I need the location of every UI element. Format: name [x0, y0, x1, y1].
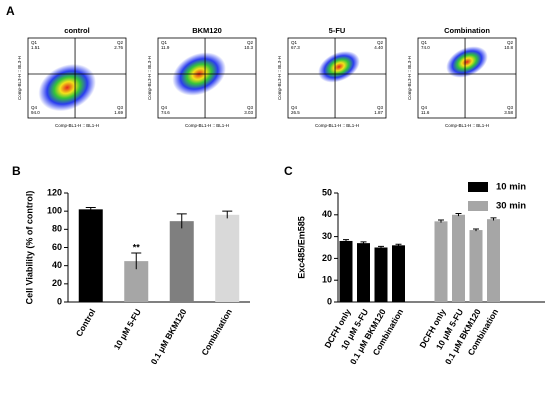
error-bar: [85, 207, 96, 212]
bar: [374, 247, 388, 302]
quadrant-value: 1.51: [31, 45, 40, 50]
bar: [357, 243, 370, 302]
plot-title: control: [64, 26, 89, 35]
y-axis-label: Comp-BL3-H :: BL3-H: [17, 56, 22, 100]
density-cloud: [38, 63, 96, 112]
quadrant-value: 10.8: [504, 45, 513, 50]
x-tick-label: Control: [74, 307, 98, 338]
bar: [339, 240, 353, 302]
y-axis-label: Comp-BL3-H :: BL3-H: [147, 56, 152, 100]
x-tick-label: Combination: [199, 307, 234, 357]
x-tick-label: 0.1 μM BKM120: [149, 307, 189, 366]
bar: [434, 221, 448, 302]
x-axis-label: Comp-BL1-H :: BL1-H: [445, 123, 489, 128]
bar: [469, 230, 483, 302]
y-tick-label: 0: [57, 296, 62, 306]
y-tick-label: 50: [322, 187, 332, 197]
quadrant-name: Q3: [247, 105, 254, 110]
quadrant-name: Q4: [161, 105, 168, 110]
bar: [169, 221, 194, 302]
y-tick-label: 60: [52, 242, 62, 252]
quadrant-value: 11.6: [421, 110, 430, 115]
quadrant-name: Q2: [247, 40, 254, 45]
error-bar: [438, 219, 444, 223]
quadrant-value: 74.0: [421, 45, 430, 50]
y-tick-label: 20: [52, 278, 62, 288]
quadrant-name: Q1: [31, 40, 38, 45]
quadrant-name: Q4: [31, 105, 38, 110]
panel-label: B: [12, 164, 21, 178]
y-tick-label: 100: [47, 206, 62, 216]
density-cloud: [446, 46, 488, 78]
y-axis-label: Exc485/Em585: [296, 216, 306, 279]
quadrant-value: 74.6: [161, 110, 170, 115]
y-axis-label: Comp-BL3-H :: BL3-H: [277, 56, 282, 100]
quadrant-name: Q1: [161, 40, 168, 45]
quadrant-value: 11.9: [161, 45, 170, 50]
quadrant-value: 94.0: [31, 110, 40, 115]
quadrant-name: Q3: [507, 105, 514, 110]
bar: [215, 214, 240, 302]
quadrant-value: 3.58: [504, 110, 513, 115]
error-bar: [176, 213, 187, 229]
quadrant-value: 1.87: [374, 110, 383, 115]
y-tick-label: 10: [322, 275, 332, 285]
error-bar: [473, 228, 479, 232]
error-bar: [378, 245, 384, 249]
y-tick-label: 40: [52, 260, 62, 270]
error-bar: [395, 243, 402, 247]
quadrant-value: 67.3: [291, 45, 300, 50]
quadrant-value: 10.3: [244, 45, 253, 50]
significance: **: [133, 242, 141, 252]
bar: [78, 209, 103, 302]
legend-label: 10 min: [496, 182, 526, 193]
quadrant-name: Q2: [377, 40, 384, 45]
error-bar: [490, 217, 497, 221]
error-bar: [455, 212, 462, 217]
y-axis-label: Comp-BL3-H :: BL3-H: [407, 56, 412, 100]
x-tick-label: 10 μM 5-FU: [112, 307, 143, 351]
quadrant-name: Q3: [117, 105, 124, 110]
error-bar: [131, 252, 142, 270]
y-tick-label: 80: [52, 224, 62, 234]
error-bar: [343, 239, 349, 243]
x-axis-label: Comp-BL1-H :: BL1-H: [55, 123, 99, 128]
quadrant-value: 1.69: [114, 110, 123, 115]
bar: [452, 214, 465, 302]
quadrant-value: 4.40: [374, 45, 383, 50]
y-tick-label: 0: [327, 296, 332, 306]
quadrant-value: 3.03: [244, 110, 253, 115]
quadrant-name: Q2: [507, 40, 514, 45]
quadrant-name: Q4: [421, 105, 428, 110]
panel-label: C: [284, 164, 293, 178]
quadrant-name: Q4: [291, 105, 298, 110]
quadrant-name: Q1: [291, 40, 298, 45]
quadrant-name: Q1: [421, 40, 428, 45]
density-cloud: [318, 51, 360, 83]
x-axis-label: Comp-BL1-H :: BL1-H: [315, 123, 359, 128]
quadrant-name: Q3: [377, 105, 384, 110]
bar: [487, 219, 500, 302]
y-tick-label: 30: [322, 231, 332, 241]
legend-swatch: [468, 182, 488, 192]
legend-label: 30 min: [496, 201, 526, 212]
plot-title: BKM120: [192, 26, 222, 35]
legend-swatch: [468, 201, 488, 211]
quadrant-name: Q2: [117, 40, 124, 45]
plot-title: Combination: [444, 26, 490, 35]
y-tick-label: 20: [322, 253, 332, 263]
plot-title: 5-FU: [329, 26, 346, 35]
y-tick-label: 120: [47, 187, 62, 197]
error-bar: [222, 210, 233, 219]
y-axis-label: Cell Viability (% of control): [24, 191, 34, 305]
y-tick-label: 40: [322, 209, 332, 219]
quadrant-value: 26.5: [291, 110, 300, 115]
bar: [392, 245, 405, 302]
x-axis-label: Comp-BL1-H :: BL1-H: [185, 123, 229, 128]
panel-label: A: [6, 4, 15, 18]
quadrant-value: 2.76: [114, 45, 123, 50]
error-bar: [360, 241, 367, 245]
